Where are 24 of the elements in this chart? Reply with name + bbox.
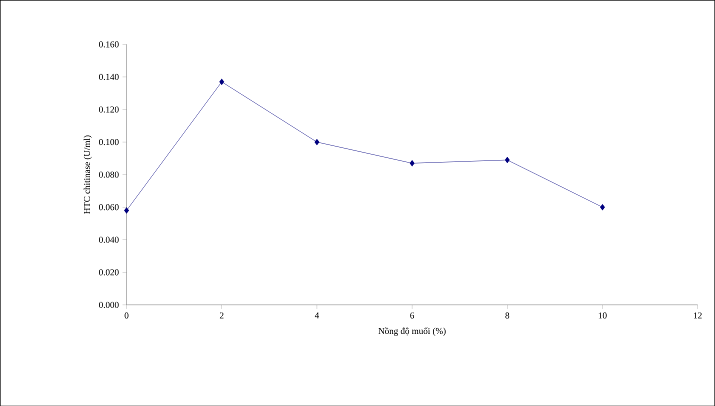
y-tick-label: 0.040: [99, 236, 119, 243]
y-tick-label: 0.060: [99, 204, 119, 210]
x-tick-label: 8: [505, 312, 510, 318]
point: [600, 204, 605, 210]
y-tick-label: 0.000: [99, 302, 119, 308]
y-tick-label: 0.100: [99, 138, 119, 145]
y-tick-label: 0.160: [99, 41, 119, 48]
point: [124, 207, 130, 214]
x-tick-label: 12: [694, 312, 702, 318]
x-tick-label: 2: [220, 312, 224, 318]
x-tick-label: 4: [314, 312, 320, 318]
point: [410, 160, 415, 166]
y-tick-label: 0.140: [99, 74, 119, 80]
point: [219, 78, 224, 85]
y-tick-label: 0.080: [99, 171, 119, 178]
y-tick-label: 0.120: [99, 106, 119, 112]
x-tick-label: 0: [124, 312, 128, 318]
y-tick-label: 0.020: [99, 269, 119, 276]
x-tick-label: 6: [410, 312, 414, 318]
x-tick-label: 10: [598, 312, 607, 318]
point: [504, 156, 510, 163]
y-axis-title: HTC chitinase (U/ml): [84, 135, 92, 214]
x-axis-title: Nồng độ muối (%): [378, 327, 446, 336]
point: [314, 138, 320, 146]
